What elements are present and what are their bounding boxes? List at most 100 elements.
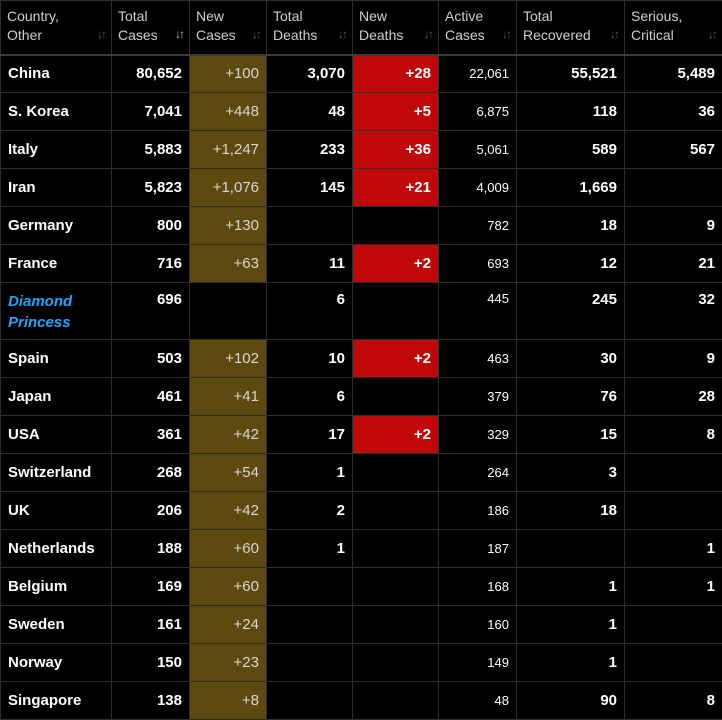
cell-total-cases: 80,652 xyxy=(111,54,190,93)
cell-total-cases: 461 xyxy=(111,377,190,416)
cell-new-cases: +130 xyxy=(189,206,267,245)
table-row: Sweden 161 +24 160 1 xyxy=(0,605,722,644)
cell-total-deaths: 48 xyxy=(266,92,353,131)
cell-active-cases: 149 xyxy=(438,643,517,682)
cell-new-cases: +60 xyxy=(189,529,267,568)
header-label: Total Deaths xyxy=(273,8,318,43)
cell-total-recovered: 12 xyxy=(516,244,625,283)
cell-new-deaths xyxy=(352,206,439,245)
header-new-cases[interactable]: New Cases ↓↑ xyxy=(189,0,267,56)
cell-active-cases: 379 xyxy=(438,377,517,416)
cell-active-cases: 22,061 xyxy=(438,54,517,93)
cell-new-deaths: +36 xyxy=(352,130,439,169)
cell-total-recovered: 245 xyxy=(516,282,625,340)
cell-country: Spain xyxy=(0,339,112,378)
cell-total-deaths: 10 xyxy=(266,339,353,378)
sort-arrows-icon[interactable]: ↓↑ xyxy=(424,26,434,41)
cell-new-cases: +54 xyxy=(189,453,267,492)
header-row: Country, Other ↓↑ Total Cases ↓↑ New Cases… xyxy=(0,0,722,56)
header-label: New Deaths xyxy=(359,8,404,43)
table-row: Switzerland 268 +54 1 264 3 xyxy=(0,453,722,492)
sort-arrows-icon[interactable]: ↓↑ xyxy=(338,26,348,41)
cell-total-deaths: 11 xyxy=(266,244,353,283)
header-total-cases[interactable]: Total Cases ↓↑ xyxy=(111,0,190,56)
header-serious-critical[interactable]: Serious, Critical ↓↑ xyxy=(624,0,722,56)
cell-active-cases: 6,875 xyxy=(438,92,517,131)
cell-new-cases: +1,247 xyxy=(189,130,267,169)
cell-active-cases: 264 xyxy=(438,453,517,492)
cell-total-recovered: 30 xyxy=(516,339,625,378)
sort-arrows-icon[interactable]: ↓↑ xyxy=(175,26,185,41)
cell-country: Singapore xyxy=(0,681,112,720)
cell-country: Sweden xyxy=(0,605,112,644)
cell-country: UK xyxy=(0,491,112,530)
cell-new-deaths: +28 xyxy=(352,54,439,93)
sort-arrows-icon[interactable]: ↓↑ xyxy=(708,26,718,41)
cell-serious-critical: 9 xyxy=(624,206,722,245)
cell-country[interactable]: Diamond Princess xyxy=(0,282,112,340)
cell-serious-critical xyxy=(624,168,722,207)
cell-country: Japan xyxy=(0,377,112,416)
cell-country: Germany xyxy=(0,206,112,245)
cell-serious-critical: 9 xyxy=(624,339,722,378)
cell-new-deaths xyxy=(352,282,439,340)
cell-serious-critical: 567 xyxy=(624,130,722,169)
table-row: Germany 800 +130 782 18 9 xyxy=(0,206,722,245)
header-active-cases[interactable]: Active Cases ↓↑ xyxy=(438,0,517,56)
cell-new-deaths: +5 xyxy=(352,92,439,131)
cell-total-cases: 361 xyxy=(111,415,190,454)
cell-total-cases: 268 xyxy=(111,453,190,492)
cell-serious-critical: 1 xyxy=(624,567,722,606)
header-total-recovered[interactable]: Total Recovered ↓↑ xyxy=(516,0,625,56)
cell-new-cases: +8 xyxy=(189,681,267,720)
cell-country: Norway xyxy=(0,643,112,682)
sort-arrows-icon[interactable]: ↓↑ xyxy=(252,26,262,41)
sort-arrows-icon[interactable]: ↓↑ xyxy=(97,26,107,41)
table-row: France 716 +63 11 +2 693 12 21 xyxy=(0,244,722,283)
cell-new-deaths xyxy=(352,529,439,568)
cell-serious-critical xyxy=(624,453,722,492)
cell-new-cases: +23 xyxy=(189,643,267,682)
cell-total-deaths: 2 xyxy=(266,491,353,530)
header-country[interactable]: Country, Other ↓↑ xyxy=(0,0,112,56)
cell-new-cases: +448 xyxy=(189,92,267,131)
cell-new-deaths xyxy=(352,681,439,720)
cell-total-recovered: 589 xyxy=(516,130,625,169)
cell-total-recovered: 90 xyxy=(516,681,625,720)
cell-active-cases: 4,009 xyxy=(438,168,517,207)
cell-total-cases: 503 xyxy=(111,339,190,378)
cell-serious-critical xyxy=(624,605,722,644)
cell-total-cases: 7,041 xyxy=(111,92,190,131)
cell-country: Italy xyxy=(0,130,112,169)
header-new-deaths[interactable]: New Deaths ↓↑ xyxy=(352,0,439,56)
table-row: Netherlands 188 +60 1 187 1 xyxy=(0,529,722,568)
cell-new-deaths xyxy=(352,453,439,492)
header-label: New Cases xyxy=(196,8,236,43)
cell-total-recovered: 1,669 xyxy=(516,168,625,207)
cell-total-recovered: 18 xyxy=(516,491,625,530)
cell-serious-critical xyxy=(624,643,722,682)
cell-total-cases: 150 xyxy=(111,643,190,682)
cell-country: USA xyxy=(0,415,112,454)
cell-country: Switzerland xyxy=(0,453,112,492)
cell-new-cases: +42 xyxy=(189,491,267,530)
cell-active-cases: 5,061 xyxy=(438,130,517,169)
cell-country: S. Korea xyxy=(0,92,112,131)
sort-arrows-icon[interactable]: ↓↑ xyxy=(502,26,512,41)
table-row: Iran 5,823 +1,076 145 +21 4,009 1,669 xyxy=(0,168,722,207)
cell-serious-critical: 1 xyxy=(624,529,722,568)
cell-total-recovered: 15 xyxy=(516,415,625,454)
cell-new-cases: +41 xyxy=(189,377,267,416)
cell-total-deaths: 17 xyxy=(266,415,353,454)
sort-arrows-icon[interactable]: ↓↑ xyxy=(610,26,620,41)
cell-new-cases: +24 xyxy=(189,605,267,644)
cell-total-recovered: 18 xyxy=(516,206,625,245)
cell-active-cases: 187 xyxy=(438,529,517,568)
cell-total-deaths: 1 xyxy=(266,529,353,568)
cell-country: Iran xyxy=(0,168,112,207)
table-row: S. Korea 7,041 +448 48 +5 6,875 118 36 xyxy=(0,92,722,131)
header-total-deaths[interactable]: Total Deaths ↓↑ xyxy=(266,0,353,56)
cell-serious-critical: 36 xyxy=(624,92,722,131)
cell-serious-critical: 8 xyxy=(624,415,722,454)
cell-new-cases: +63 xyxy=(189,244,267,283)
